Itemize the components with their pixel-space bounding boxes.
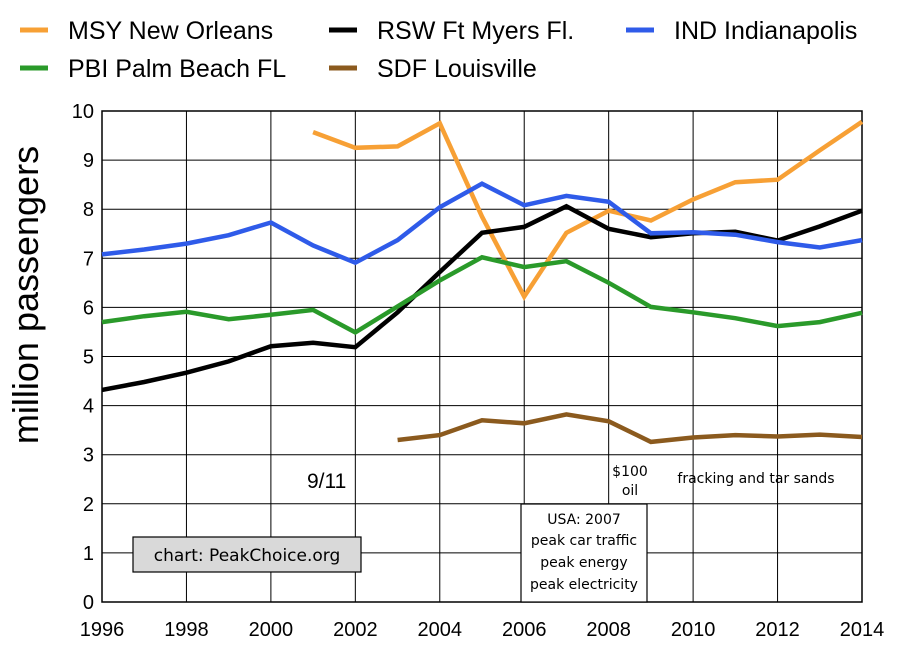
y-tick-labels: 0 1 2 3 4 5 6 7 8 9 10 <box>72 101 94 614</box>
x-tick-label: 1996 <box>80 619 125 641</box>
series-line <box>101 203 863 393</box>
y-tick-label: 9 <box>83 150 94 172</box>
series-lines <box>101 119 864 445</box>
x-tick-labels: 1996 1998 2000 2002 2004 2006 2008 2010 2012 2014 <box>80 619 885 641</box>
y-tick-label: 7 <box>83 248 94 270</box>
y-tick-label: 8 <box>83 199 94 221</box>
annotation-oil-line2: oil <box>622 483 638 499</box>
x-tick-label: 2002 <box>333 619 378 641</box>
x-tick-label: 1998 <box>164 619 209 641</box>
y-tick-label: 10 <box>72 101 94 123</box>
usa-box-line: peak energy <box>540 555 627 571</box>
y-tick-label: 5 <box>83 347 94 369</box>
y-tick-label: 0 <box>83 592 94 614</box>
credit-text: chart: PeakChoice.org <box>154 546 341 566</box>
x-tick-label: 2014 <box>840 619 885 641</box>
axes <box>101 110 863 603</box>
annotation-oil-line1: $100 <box>612 464 648 480</box>
x-tick-label: 2004 <box>418 619 463 641</box>
series-line <box>397 412 863 445</box>
x-tick-label: 2012 <box>755 619 800 641</box>
plot-frame <box>101 110 863 603</box>
y-tick-label: 3 <box>83 445 94 467</box>
x-tick-label: 2008 <box>586 619 631 641</box>
usa-box-line: peak car traffic <box>531 533 637 549</box>
y-axis-label: million passengers <box>5 146 46 444</box>
y-tick-label: 4 <box>83 396 94 418</box>
x-tick-label: 2000 <box>249 619 294 641</box>
y-tick-label: 6 <box>83 297 94 319</box>
legend-entry: MSY New Orleans <box>68 17 273 45</box>
legend-entry: SDF Louisville <box>377 55 537 83</box>
series-line <box>101 254 863 335</box>
annotation-usa-box: USA: 2007 peak car traffic peak energy p… <box>520 503 648 603</box>
x-tick-label: 2010 <box>671 619 716 641</box>
series-line <box>312 119 864 302</box>
annotation-fracking: fracking and tar sands <box>677 471 834 487</box>
legend-entry: PBI Palm Beach FL <box>68 55 286 83</box>
annotation-nine-eleven: 9/11 <box>307 470 346 493</box>
legend: MSY New Orleans RSW Ft Myers Fl. IND India… <box>20 17 857 83</box>
credit-box: chart: PeakChoice.org <box>132 536 362 573</box>
x-tick-label: 2006 <box>502 619 547 641</box>
series-line <box>101 181 863 266</box>
y-tick-label: 2 <box>83 494 94 516</box>
y-tick-label: 1 <box>83 543 94 565</box>
legend-entry: RSW Ft Myers Fl. <box>377 17 574 45</box>
usa-box-line: peak electricity <box>530 577 638 593</box>
legend-entry: IND Indianapolis <box>674 17 857 45</box>
usa-box-line: USA: 2007 <box>547 512 621 528</box>
